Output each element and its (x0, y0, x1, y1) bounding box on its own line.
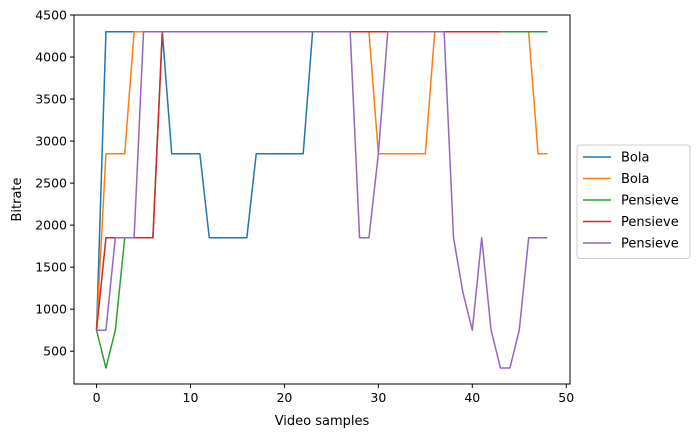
axes-frame (73, 14, 571, 385)
legend-label: Pensieve (621, 194, 679, 209)
y-axis-label: Bitrate (10, 177, 25, 221)
legend-label: Pensieve (621, 237, 679, 252)
y-tick-label: 3000 (35, 134, 67, 149)
legend-label: Pensieve (621, 215, 679, 230)
y-tick-label: 1500 (35, 260, 67, 275)
y-tick-label: 2000 (35, 218, 67, 233)
x-axis-label: Video samples (275, 414, 370, 429)
x-tick-label: 20 (276, 390, 292, 405)
y-tick-label: 4000 (35, 50, 67, 65)
legend-label: Bola (621, 151, 649, 166)
y-tick-label: 4500 (35, 8, 67, 23)
series-line-2 (95, 31, 548, 331)
x-tick-label: 50 (558, 390, 574, 405)
series-line-1 (95, 31, 548, 331)
legend-box (576, 144, 691, 259)
x-axis-ticks: 0 10 20 30 40 50 (93, 384, 574, 405)
series-line-3 (95, 31, 548, 369)
x-tick-label: 0 (93, 390, 101, 405)
legend-label: Bola (621, 172, 649, 187)
x-tick-label: 30 (370, 390, 386, 405)
y-tick-label: 1000 (35, 302, 67, 317)
x-tick-label: 10 (183, 390, 199, 405)
y-tick-label: 2500 (35, 176, 67, 191)
y-tick-label: 500 (43, 344, 67, 359)
series-line-4 (95, 31, 501, 331)
y-axis-ticks: 500 1000 1500 2000 2500 3000 3500 4000 4500 (35, 8, 74, 359)
x-tick-label: 40 (464, 390, 480, 405)
plot-lines (95, 31, 548, 369)
series-line-5 (96, 31, 548, 369)
legend: Bola Bola Pensieve Pensieve Pensieve (576, 144, 691, 259)
y-tick-label: 3500 (35, 92, 67, 107)
